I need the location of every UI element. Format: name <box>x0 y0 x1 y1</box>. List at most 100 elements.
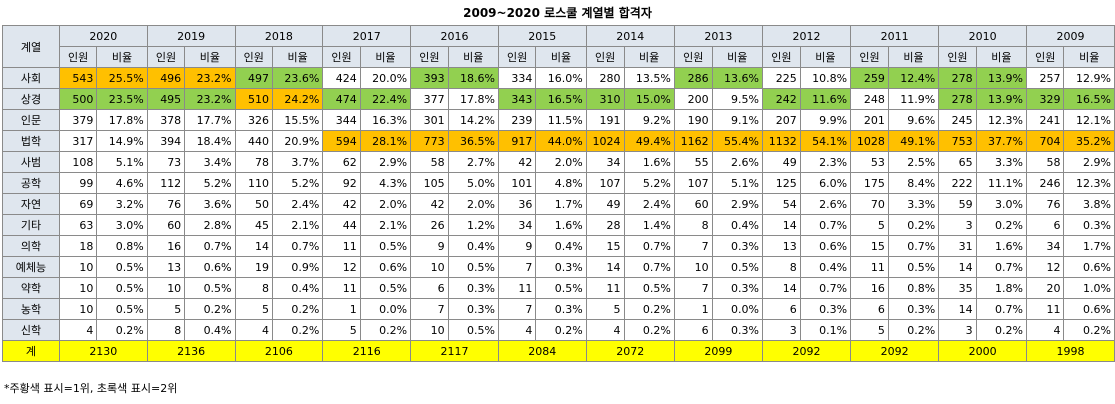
count-cell: 191 <box>585 109 625 131</box>
ratio-cell: 0.5% <box>359 277 412 299</box>
count-cell: 70 <box>850 193 889 215</box>
total-cell: 2084 <box>497 340 587 362</box>
ratio-cell: 5.2% <box>623 172 675 194</box>
row-category: 상경 <box>2 88 60 110</box>
count-cell: 78 <box>234 151 273 173</box>
ratio-cell: 11.1% <box>975 172 1028 194</box>
ratio-cell: 17.8% <box>96 109 148 131</box>
ratio-cell: 0.5% <box>96 256 148 278</box>
table-row: 인문 379 17.8% 378 17.7% 326 15.5% 344 16.3% 301 14.… <box>2 109 1115 131</box>
ratio-cell: 0.4% <box>799 256 852 278</box>
ratio-cell: 3.0% <box>975 193 1028 215</box>
ratio-cell: 2.7% <box>447 151 499 173</box>
ratio-cell: 0.8% <box>887 277 940 299</box>
count-cell: 16 <box>850 277 889 299</box>
count-cell: 11 <box>850 256 889 278</box>
ratio-cell: 0.6% <box>1063 298 1115 320</box>
ratio-cell: 0.3% <box>711 319 763 341</box>
ratio-cell: 0.5% <box>359 235 412 257</box>
count-cell: 239 <box>497 109 537 131</box>
ratio-cell: 0.3% <box>799 298 852 320</box>
ratio-cell: 2.6% <box>799 193 852 215</box>
ratio-cell: 3.3% <box>887 193 940 215</box>
count-cell: 9 <box>410 235 449 257</box>
count-cell: 7 <box>673 235 713 257</box>
count-cell: 5 <box>146 298 186 320</box>
count-cell: 6 <box>761 298 801 320</box>
year-header: 2013 <box>673 25 763 47</box>
count-cell: 112 <box>146 172 186 194</box>
count-cell: 393 <box>410 67 449 89</box>
count-cell: 42 <box>497 151 537 173</box>
year-header: 2018 <box>234 25 324 47</box>
ratio-cell: 18.4% <box>184 130 236 152</box>
ratio-cell: 0.2% <box>535 319 587 341</box>
ratio-cell: 5.0% <box>447 172 499 194</box>
ratio-cell: 12.3% <box>975 109 1028 131</box>
ratio-cell: 25.5% <box>96 67 148 89</box>
count-cell: 334 <box>497 67 537 89</box>
ratio-cell: 2.8% <box>184 214 236 236</box>
ratio-cell: 0.7% <box>799 277 852 299</box>
ratio-cell: 12.9% <box>1063 67 1115 89</box>
ratio-cell: 55.4% <box>711 130 763 152</box>
ratio-cell: 3.3% <box>975 151 1028 173</box>
count-cell: 11 <box>322 277 361 299</box>
row-category: 의학 <box>2 235 60 257</box>
count-cell: 5 <box>585 298 625 320</box>
count-cell: 222 <box>938 172 977 194</box>
count-cell: 107 <box>585 172 625 194</box>
year-header: 2016 <box>410 25 499 47</box>
ratio-cell: 3.8% <box>1063 193 1115 215</box>
ratio-cell: 2.1% <box>271 214 324 236</box>
count-cell: 15 <box>585 235 625 257</box>
count-cell: 14 <box>761 277 801 299</box>
count-header: 인원 <box>585 46 625 68</box>
ratio-cell: 1.6% <box>623 151 675 173</box>
count-cell: 54 <box>761 193 801 215</box>
count-cell: 69 <box>58 193 98 215</box>
ratio-cell: 0.2% <box>359 319 412 341</box>
count-cell: 5 <box>850 214 889 236</box>
count-cell: 326 <box>234 109 273 131</box>
count-cell: 10 <box>673 256 713 278</box>
ratio-cell: 8.4% <box>887 172 940 194</box>
count-cell: 7 <box>673 277 713 299</box>
count-cell: 190 <box>673 109 713 131</box>
ratio-cell: 16.3% <box>359 109 412 131</box>
count-cell: 14 <box>234 235 273 257</box>
count-cell: 13 <box>761 235 801 257</box>
count-cell: 343 <box>497 88 537 110</box>
table-row: 의학 18 0.8% 16 0.7% 14 0.7% 11 0.5% 9 0.4% 9 0.4% 15 0.… <box>2 235 1115 257</box>
ratio-cell: 0.5% <box>623 277 675 299</box>
ratio-cell: 0.7% <box>623 256 675 278</box>
ratio-cell: 0.3% <box>535 298 587 320</box>
table-row: 농학 10 0.5% 5 0.2% 5 0.2% 1 0.0% 7 0.3% 7 0.3% 5 0.2% 1 0… <box>2 298 1115 320</box>
ratio-cell: 1.6% <box>535 214 587 236</box>
ratio-cell: 16.5% <box>1063 88 1115 110</box>
ratio-cell: 2.0% <box>359 193 412 215</box>
table-row: 법학 317 14.9% 394 18.4% 440 20.9% 594 28.1% 773 36.… <box>2 130 1115 152</box>
count-cell: 3 <box>938 319 977 341</box>
count-cell: 105 <box>410 172 449 194</box>
count-cell: 45 <box>234 214 273 236</box>
ratio-cell: 3.2% <box>96 193 148 215</box>
count-cell: 16 <box>146 235 186 257</box>
ratio-cell: 0.4% <box>447 235 499 257</box>
row-category: 공학 <box>2 172 60 194</box>
ratio-cell: 0.7% <box>184 235 236 257</box>
ratio-cell: 12.1% <box>1063 109 1115 131</box>
count-cell: 26 <box>410 214 449 236</box>
count-cell: 1 <box>673 298 713 320</box>
count-cell: 3 <box>938 214 977 236</box>
total-cell: 1998 <box>1026 340 1115 362</box>
ratio-header: 비율 <box>799 46 852 68</box>
ratio-cell: 0.2% <box>271 298 324 320</box>
table-row: 기타 63 3.0% 60 2.8% 45 2.1% 44 2.1% 26 1.2% 34 1.6% 28… <box>2 214 1115 236</box>
ratio-cell: 4.8% <box>535 172 587 194</box>
count-cell: 278 <box>938 88 977 110</box>
ratio-cell: 0.8% <box>96 235 148 257</box>
count-cell: 73 <box>146 151 186 173</box>
count-cell: 76 <box>1025 193 1065 215</box>
ratio-cell: 1.7% <box>1063 235 1115 257</box>
